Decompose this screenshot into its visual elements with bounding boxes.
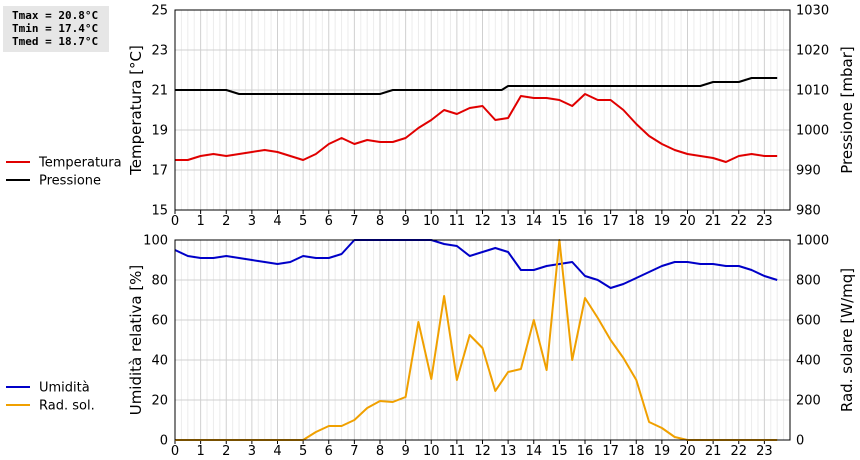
x-tick-label: 20: [679, 444, 696, 459]
x-tick-label: 4: [273, 214, 281, 229]
x-tick-label: 13: [500, 444, 517, 459]
x-tick-label: 5: [299, 444, 307, 459]
x-tick-label: 22: [730, 214, 747, 229]
stat-tmin: Tmin = 17.4°C: [12, 22, 99, 35]
x-tick-label: 8: [376, 444, 384, 459]
x-tick-label: 21: [705, 214, 722, 229]
y-right-tick-label: 1010: [796, 84, 829, 99]
x-tick-label: 2: [222, 444, 230, 459]
x-tick-label: 12: [474, 214, 491, 229]
y-right-tick-label: 1030: [796, 4, 829, 19]
x-tick-label: 1: [196, 444, 204, 459]
x-tick-label: 10: [423, 214, 440, 229]
y-left-tick-label: 19: [151, 124, 168, 139]
y-right-tick-label: 1020: [796, 44, 829, 59]
x-tick-label: 7: [350, 444, 358, 459]
legend-label: Temperatura: [38, 156, 122, 171]
y-left-tick-label: 17: [151, 164, 168, 179]
x-tick-label: 13: [500, 214, 517, 229]
x-tick-label: 6: [325, 444, 333, 459]
x-tick-label: 16: [577, 444, 594, 459]
x-tick-label: 7: [350, 214, 358, 229]
x-tick-label: 21: [705, 444, 722, 459]
legend-label: Rad. sol.: [39, 399, 95, 414]
legend-label: Umidità: [39, 381, 90, 396]
y-left-tick-label: 15: [151, 204, 168, 219]
y-left-tick-label: 0: [160, 434, 168, 449]
legend-label: Pressione: [39, 174, 101, 189]
x-tick-label: 12: [474, 444, 491, 459]
y-left-tick-label: 40: [151, 354, 168, 369]
y-right-tick-label: 1000: [796, 124, 829, 139]
y-right-tick-label: 600: [796, 314, 821, 329]
x-tick-label: 18: [628, 444, 645, 459]
x-tick-label: 6: [325, 214, 333, 229]
series-line-temperatura: [175, 93, 778, 163]
y-left-tick-label: 21: [151, 84, 168, 99]
y-right-tick-label: 200: [796, 394, 821, 409]
x-tick-label: 19: [654, 214, 671, 229]
x-tick-label: 5: [299, 214, 307, 229]
x-tick-label: 3: [248, 444, 256, 459]
y-right-axis-title: Rad. solare [W/mq]: [838, 268, 856, 412]
y-left-tick-label: 20: [151, 394, 168, 409]
y-right-tick-label: 800: [796, 274, 821, 289]
x-tick-label: 9: [401, 444, 409, 459]
x-tick-label: 11: [449, 214, 466, 229]
x-tick-label: 4: [273, 444, 281, 459]
x-tick-label: 3: [248, 214, 256, 229]
series-line-umidit: [174, 239, 778, 289]
x-tick-label: 23: [756, 214, 773, 229]
x-tick-label: 0: [171, 444, 179, 459]
x-tick-label: 19: [654, 444, 671, 459]
stat-tmed: Tmed = 18.7°C: [12, 35, 99, 48]
y-left-tick-label: 23: [151, 44, 168, 59]
x-tick-label: 18: [628, 214, 645, 229]
x-tick-label: 10: [423, 444, 440, 459]
x-tick-label: 23: [756, 444, 773, 459]
y-right-axis-title: Pressione [mbar]: [838, 46, 856, 174]
x-tick-label: 2: [222, 214, 230, 229]
y-left-tick-label: 80: [151, 274, 168, 289]
x-tick-label: 20: [679, 214, 696, 229]
x-tick-label: 15: [551, 444, 568, 459]
y-right-tick-label: 980: [796, 204, 821, 219]
x-tick-label: 17: [602, 214, 619, 229]
y-right-tick-label: 1000: [796, 234, 829, 249]
x-tick-label: 14: [525, 444, 542, 459]
plot-frame: [174, 239, 791, 441]
x-tick-label: 22: [730, 444, 747, 459]
plot-frame: [174, 9, 791, 211]
y-right-tick-label: 990: [796, 164, 821, 179]
x-tick-label: 14: [525, 214, 542, 229]
y-right-tick-label: 400: [796, 354, 821, 369]
stat-tmax: Tmax = 20.8°C: [12, 9, 99, 22]
y-left-axis-title: Umidità relativa [%]: [127, 265, 145, 416]
x-tick-label: 8: [376, 214, 384, 229]
x-tick-label: 0: [171, 214, 179, 229]
series-line-pressione: [175, 77, 778, 95]
x-tick-label: 15: [551, 214, 568, 229]
y-left-axis-title: Temperatura [°C]: [127, 45, 145, 176]
y-left-tick-label: 25: [151, 4, 168, 19]
x-tick-label: 1: [196, 214, 204, 229]
x-tick-label: 11: [449, 444, 466, 459]
stats-box: Tmax = 20.8°C Tmin = 17.4°C Tmed = 18.7°…: [3, 6, 109, 52]
x-tick-label: 17: [602, 444, 619, 459]
x-tick-label: 16: [577, 214, 594, 229]
y-right-tick-label: 0: [796, 434, 804, 449]
y-left-tick-label: 100: [143, 234, 168, 249]
x-tick-label: 9: [401, 214, 409, 229]
y-left-tick-label: 60: [151, 314, 168, 329]
